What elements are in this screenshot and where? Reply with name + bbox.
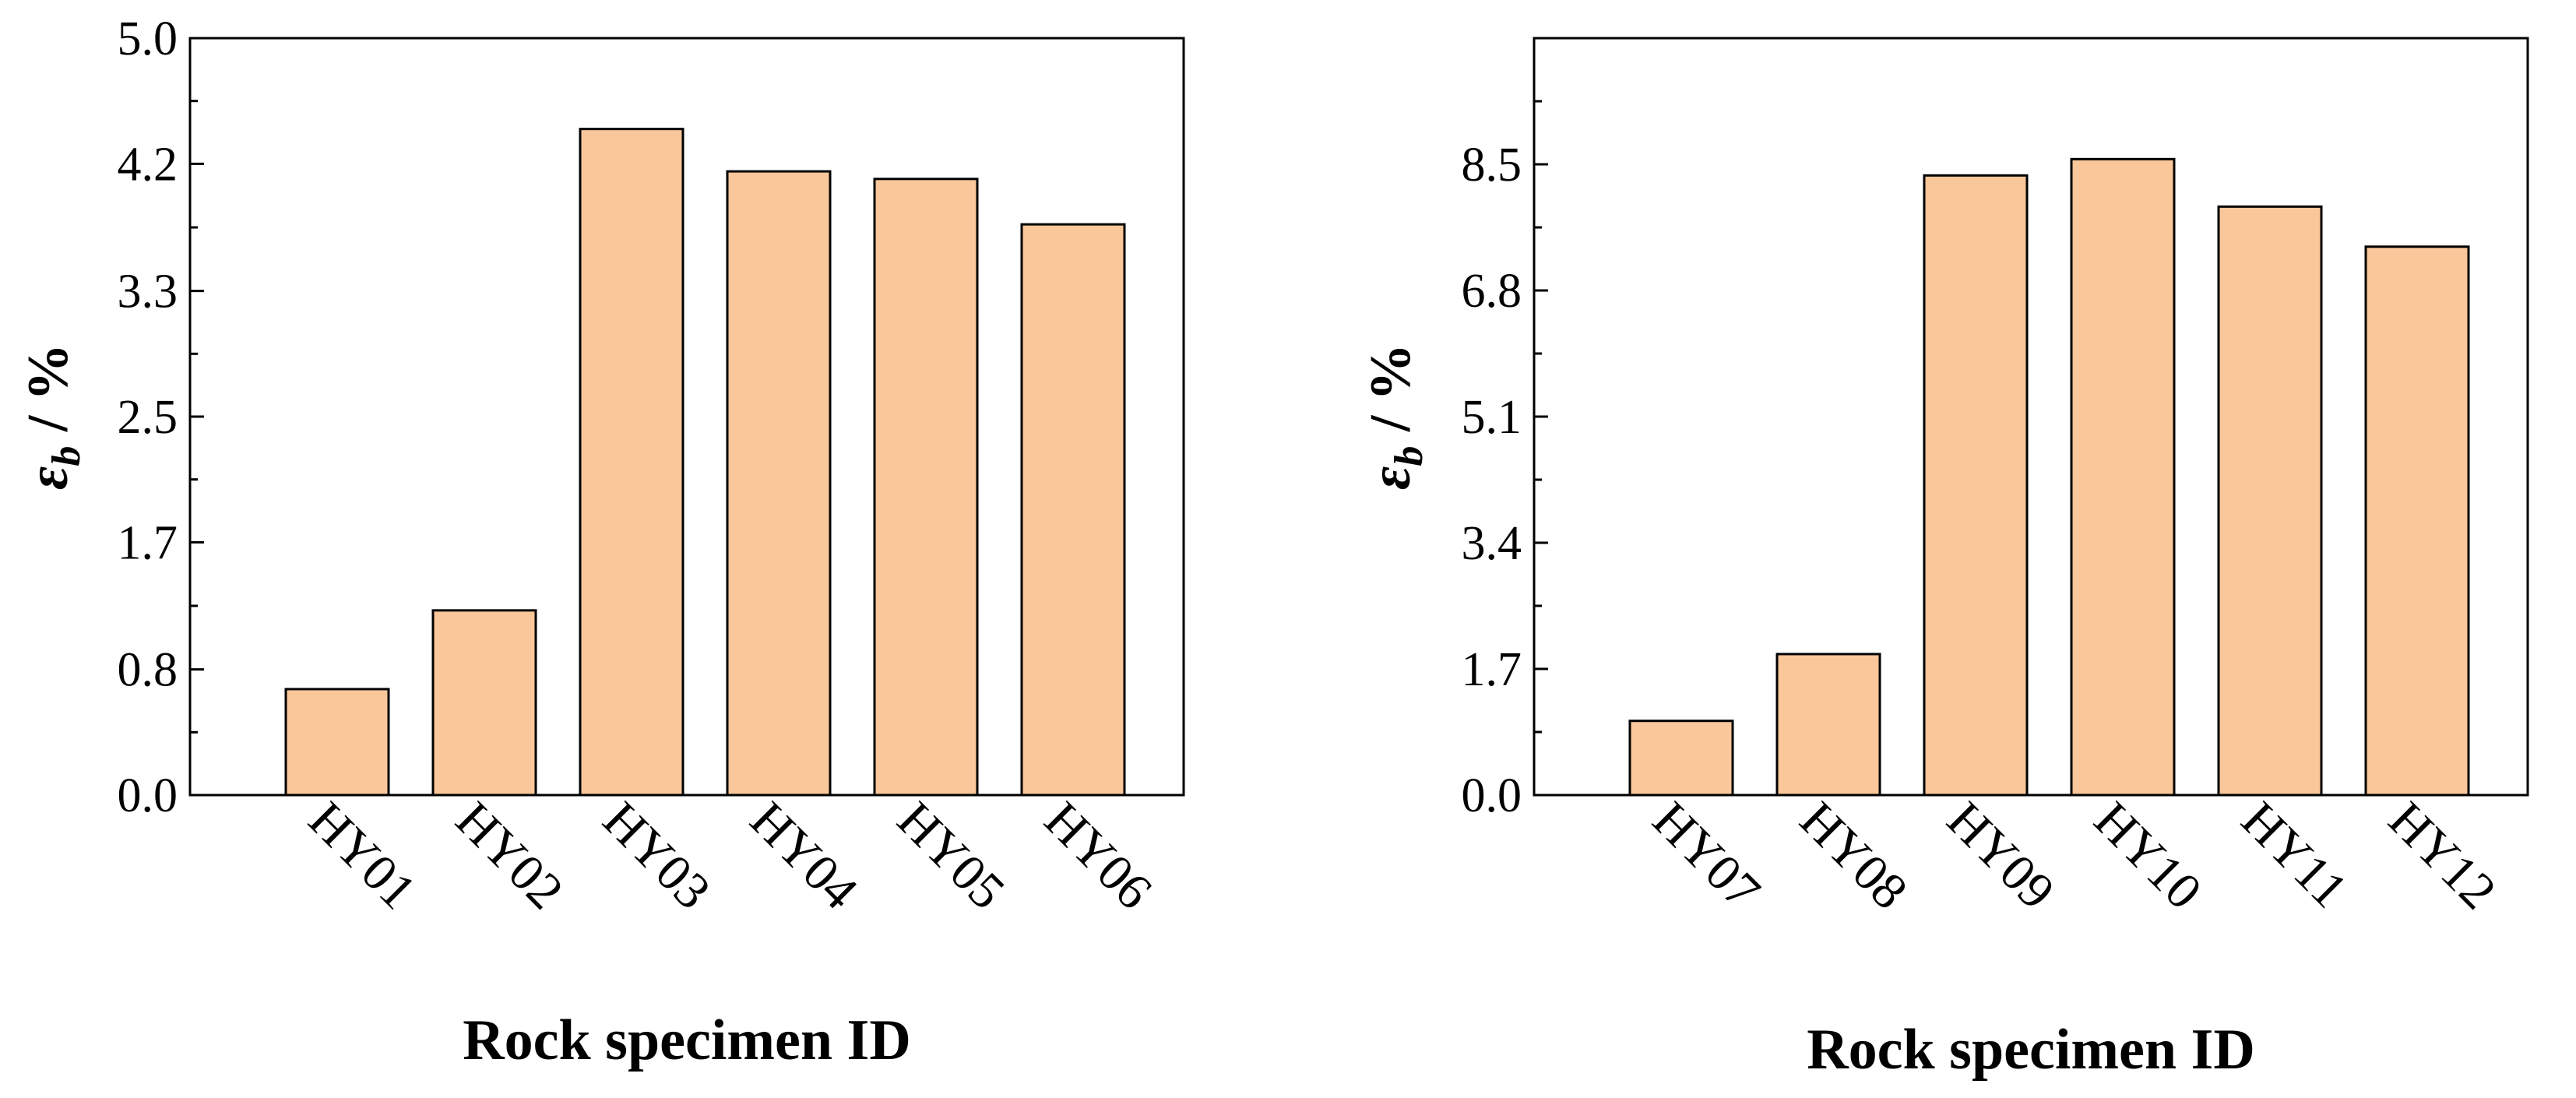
right-bar-chart: 0.0 1.7 3.4 5.1 6.8 8.5 HY07 HY08 HY09 HY10 HY11 H… bbox=[1359, 37, 2529, 1082]
right-bars bbox=[1628, 157, 2470, 797]
left-y-tick-label: 3.3 bbox=[118, 266, 178, 318]
left-bar-hy05 bbox=[873, 178, 979, 797]
left-y-tick-label: 5.0 bbox=[118, 12, 178, 65]
right-y-ticks bbox=[1534, 100, 1548, 797]
right-bar-hy08 bbox=[1775, 653, 1881, 797]
right-x-label-hy11: HY11 bbox=[2230, 791, 2358, 919]
right-y-tick-labels: 0.0 1.7 3.4 5.1 6.8 8.5 bbox=[1462, 139, 1522, 822]
left-y-axis-title-subscript: b bbox=[44, 446, 89, 466]
right-y-axis-title-symbol: ε bbox=[1359, 466, 1423, 490]
left-y-tick-label: 1.7 bbox=[118, 516, 178, 569]
right-y-tick-label: 5.1 bbox=[1462, 391, 1522, 444]
right-x-label-hy12: HY12 bbox=[2377, 791, 2507, 920]
right-bar-hy11 bbox=[2217, 205, 2323, 797]
left-y-tick-label: 0.0 bbox=[118, 769, 178, 822]
right-y-tick-label: 0.0 bbox=[1462, 769, 1522, 822]
left-bar-hy06 bbox=[1020, 223, 1126, 797]
right-x-axis-title: Rock specimen ID bbox=[1807, 1018, 2255, 1082]
left-bar-hy02 bbox=[431, 609, 537, 797]
left-bar-hy04 bbox=[726, 170, 832, 797]
right-y-axis-title: εb / % bbox=[1359, 343, 1431, 490]
right-x-label-hy09: HY09 bbox=[1936, 791, 2065, 920]
left-x-label-hy05: HY05 bbox=[886, 791, 1015, 920]
left-y-axis-title-unit: / % bbox=[16, 343, 80, 446]
right-y-tick-label: 1.7 bbox=[1462, 643, 1522, 696]
right-bar-hy09 bbox=[1923, 174, 2029, 797]
left-y-tick-labels: 0.0 0.8 1.7 2.5 3.3 4.2 5.0 bbox=[118, 12, 178, 822]
left-bars bbox=[284, 128, 1126, 797]
right-y-axis-title-subscript: b bbox=[1387, 446, 1431, 466]
left-y-tick-label: 2.5 bbox=[118, 391, 178, 444]
left-x-label-hy06: HY06 bbox=[1033, 791, 1163, 920]
right-x-label-hy08: HY08 bbox=[1789, 791, 1918, 920]
right-bar-hy07 bbox=[1628, 720, 1734, 797]
left-x-label-hy02: HY02 bbox=[445, 791, 574, 920]
right-y-tick-label: 6.8 bbox=[1462, 265, 1522, 318]
left-y-axis-title: εb / % bbox=[16, 343, 89, 490]
right-y-tick-label: 3.4 bbox=[1462, 517, 1522, 570]
left-y-axis-title-symbol: ε bbox=[16, 466, 80, 490]
left-y-tick-label: 4.2 bbox=[118, 138, 178, 191]
left-y-tick-label: 0.8 bbox=[118, 644, 178, 697]
right-y-axis-title-unit: / % bbox=[1359, 343, 1423, 446]
right-x-category-labels: HY07 HY08 HY09 HY10 HY11 HY12 bbox=[1642, 791, 2507, 920]
left-bar-hy01 bbox=[284, 688, 390, 797]
right-y-tick-label: 8.5 bbox=[1462, 139, 1522, 192]
right-x-label-hy07: HY07 bbox=[1642, 791, 1771, 920]
left-y-ticks bbox=[190, 37, 204, 797]
left-x-axis-title: Rock specimen ID bbox=[463, 1008, 911, 1072]
right-bar-hy12 bbox=[2364, 245, 2470, 797]
right-x-label-hy10: HY10 bbox=[2083, 791, 2212, 920]
left-x-label-hy04: HY04 bbox=[739, 791, 868, 920]
left-x-category-labels: HY01 HY02 HY03 HY04 HY05 HY06 bbox=[297, 791, 1163, 920]
left-x-label-hy03: HY03 bbox=[592, 791, 721, 920]
left-bar-hy03 bbox=[579, 128, 684, 797]
right-bar-hy10 bbox=[2070, 157, 2176, 797]
left-x-label-hy01: HY01 bbox=[297, 791, 427, 920]
left-bar-chart: 0.00.81.72.53.34.25.0 HY01 HY02 HY03 HY04 HY… bbox=[16, 12, 1185, 1072]
